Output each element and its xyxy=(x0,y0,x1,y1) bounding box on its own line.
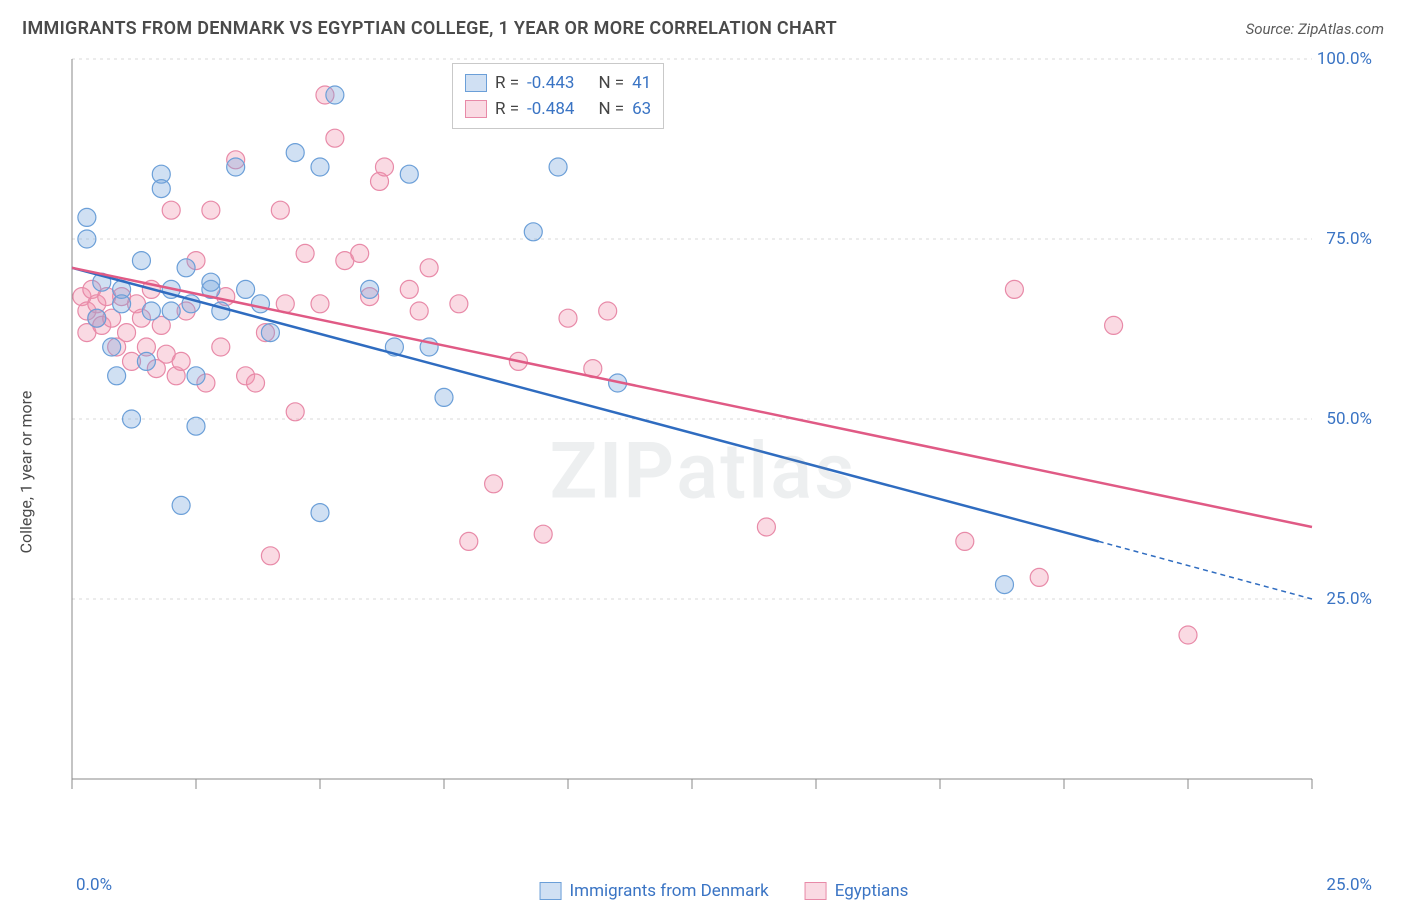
legend-item: Immigrants from Denmark xyxy=(540,881,769,901)
y-tick-label: 50.0% xyxy=(1326,409,1372,429)
legend-r-value: -0.484 xyxy=(527,99,574,119)
data-point xyxy=(450,295,468,313)
trend-line-dash xyxy=(1099,541,1312,599)
y-tick-label: 25.0% xyxy=(1326,589,1372,609)
data-point xyxy=(251,295,269,313)
series-legend: Immigrants from Denmark Egyptians xyxy=(540,875,909,901)
y-axis-label: College, 1 year or more xyxy=(17,391,36,554)
legend-swatch xyxy=(465,74,487,92)
data-point xyxy=(227,158,245,176)
data-point xyxy=(361,280,379,298)
data-point xyxy=(172,496,190,514)
data-point xyxy=(261,324,279,342)
data-point xyxy=(142,302,160,320)
page-title: IMMIGRANTS FROM DENMARK VS EGYPTIAN COLL… xyxy=(22,18,837,39)
data-point xyxy=(162,201,180,219)
x-axis-min: 0.0% xyxy=(76,875,112,895)
data-point xyxy=(375,158,393,176)
data-point xyxy=(410,302,428,320)
legend-row: R = -0.443 N = 41 xyxy=(465,70,651,96)
scatter-chart: 25.0% 50.0% 75.0% 100.0% xyxy=(22,49,1384,869)
data-point xyxy=(326,129,344,147)
data-point xyxy=(420,259,438,277)
header: IMMIGRANTS FROM DENMARK VS EGYPTIAN COLL… xyxy=(0,0,1406,49)
legend-label: Immigrants from Denmark xyxy=(570,881,769,901)
data-point xyxy=(152,180,170,198)
data-point xyxy=(1179,626,1197,644)
data-point xyxy=(956,532,974,550)
y-tick-label: 100.0% xyxy=(1317,49,1372,69)
data-point xyxy=(113,295,131,313)
chart-container: College, 1 year or more ZIPatlas 25.0%50… xyxy=(22,49,1384,895)
data-point xyxy=(108,367,126,385)
trend-line xyxy=(72,268,1099,542)
data-point xyxy=(351,244,369,262)
data-point xyxy=(286,144,304,162)
data-point xyxy=(599,302,617,320)
data-point xyxy=(123,410,141,428)
x-axis-max: 25.0% xyxy=(1326,875,1372,895)
data-point xyxy=(460,532,478,550)
source-label: Source: ZipAtlas.com xyxy=(1246,20,1384,38)
data-point xyxy=(400,165,418,183)
data-point xyxy=(237,280,255,298)
data-point xyxy=(995,576,1013,594)
data-point xyxy=(311,158,329,176)
data-point xyxy=(1005,280,1023,298)
legend-label: Egyptians xyxy=(835,881,909,901)
data-point xyxy=(271,201,289,219)
data-point xyxy=(757,518,775,536)
data-point xyxy=(132,252,150,270)
legend-n-label: N = xyxy=(598,99,624,119)
data-point xyxy=(172,352,190,370)
data-point xyxy=(524,223,542,241)
data-point xyxy=(1030,568,1048,586)
legend-item: Egyptians xyxy=(805,881,909,901)
legend-n-label: N = xyxy=(598,73,624,93)
data-point xyxy=(78,208,96,226)
data-point xyxy=(162,302,180,320)
data-point xyxy=(202,273,220,291)
data-point xyxy=(549,158,567,176)
data-point xyxy=(187,367,205,385)
data-point xyxy=(202,201,220,219)
legend-r-label: R = xyxy=(495,99,519,119)
data-point xyxy=(137,352,155,370)
data-point xyxy=(103,338,121,356)
data-point xyxy=(286,403,304,421)
data-point xyxy=(559,309,577,327)
legend-n-value: 41 xyxy=(632,73,651,93)
data-point xyxy=(435,388,453,406)
legend-row: R = -0.484 N = 63 xyxy=(465,96,651,122)
legend-r-value: -0.443 xyxy=(527,73,574,93)
data-point xyxy=(261,547,279,565)
y-tick-label: 75.0% xyxy=(1326,229,1372,249)
x-axis-labels: 0.0% Immigrants from DenmarkEgyptians 25… xyxy=(72,875,1376,895)
data-point xyxy=(1105,316,1123,334)
correlation-legend: R = -0.443 N = 41 R = -0.484 N = 63 xyxy=(452,63,664,129)
data-point xyxy=(78,230,96,248)
data-point xyxy=(400,280,418,298)
data-point xyxy=(187,417,205,435)
data-point xyxy=(118,324,136,342)
data-point xyxy=(212,338,230,356)
data-point xyxy=(247,374,265,392)
data-point xyxy=(177,259,195,277)
data-point xyxy=(534,525,552,543)
data-point xyxy=(296,244,314,262)
data-point xyxy=(88,309,106,327)
data-point xyxy=(326,86,344,104)
data-point xyxy=(485,475,503,493)
legend-r-label: R = xyxy=(495,73,519,93)
legend-swatch xyxy=(540,882,562,900)
legend-swatch xyxy=(465,100,487,118)
data-point xyxy=(311,295,329,313)
trend-line xyxy=(72,268,1312,527)
data-point xyxy=(311,504,329,522)
legend-n-value: 63 xyxy=(632,99,651,119)
legend-swatch xyxy=(805,882,827,900)
